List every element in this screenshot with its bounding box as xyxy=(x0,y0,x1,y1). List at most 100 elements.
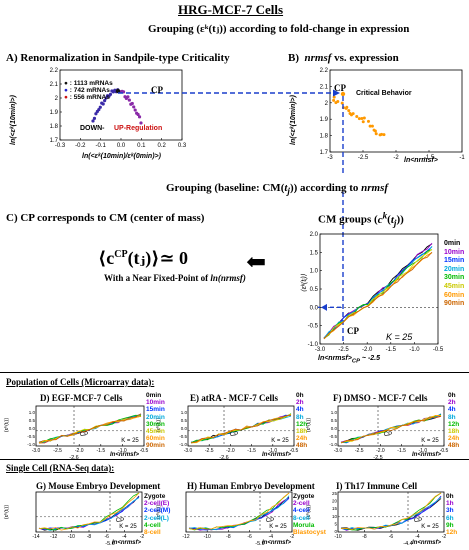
panel-a-xtick-label: 0.0 xyxy=(117,143,126,149)
panel-c-ytick-label: -0.5 xyxy=(308,324,319,330)
panel-b-data-point xyxy=(351,112,355,116)
panel-a-legend: ● : 1113 mRNAs ● : 742 mRNAs ● : 556 mRN… xyxy=(64,80,113,102)
legend-entry: 30min xyxy=(444,274,465,282)
panel-a-data-point xyxy=(136,112,140,117)
panel-b-title: B) nrmsf vs. expression xyxy=(288,52,399,64)
legend-entry: 2h xyxy=(296,399,304,407)
panel-f-xtick-label: -2.0 xyxy=(376,448,385,454)
panel-b-data-point xyxy=(366,119,370,123)
panel-d-xlabel: ln<nrmsf> xyxy=(110,452,140,458)
panel-c-zero-arrowhead xyxy=(321,303,327,311)
panel-c-k-label: K = 25 xyxy=(386,332,413,342)
panel-h-xtick-label: -8 xyxy=(226,534,231,540)
panel-c-ytick-label: -1.0 xyxy=(308,342,319,348)
panel-b-xtick-label: -1 xyxy=(459,155,465,161)
legend-entry: Zygote xyxy=(293,493,315,500)
panel-a-title: A) Renormalization in Sandpile-type Crit… xyxy=(6,52,230,64)
legend-entry: 8-cell xyxy=(293,514,310,522)
panel-f-ylabel: ⟨εᵏ(tⱼ)⟩ xyxy=(305,418,312,433)
panel-h-xtick-label: -10 xyxy=(204,534,211,540)
panel-f-legend: 0h 2h 4h 8h 12h 18h 24h 48h xyxy=(448,392,459,450)
panel-b-data-point xyxy=(340,101,344,105)
panel-h-xlabel: ln<nrmsf> xyxy=(262,540,292,546)
panel-e-k-text: K = 25 xyxy=(271,438,289,444)
legend-entry: 1h xyxy=(446,500,454,508)
panel-a-data-point xyxy=(108,92,113,96)
panel-d-xtick-label: -1.0 xyxy=(118,448,127,454)
panel-a-ytick-label: 2.1 xyxy=(50,82,59,88)
panel-i-xtick-label: -2 xyxy=(442,534,447,540)
panel-i-series-line xyxy=(340,492,442,530)
panel-b-ytick-label: 1.9 xyxy=(320,117,329,123)
panel-e-xtick-label: -0.5 xyxy=(290,448,299,454)
legend-entry: Zygote xyxy=(144,493,166,500)
panel-f-ytick-label: -0.5 xyxy=(329,434,337,439)
panel-a-ytick-label: 1.7 xyxy=(50,138,59,144)
panel-h-xtick-label: -2 xyxy=(290,534,295,540)
panel-e-xtick-label: -3.0 xyxy=(184,448,193,454)
panel-a-data-point xyxy=(91,119,95,123)
panel-a-data-point xyxy=(139,121,143,125)
panel-d-xtick-label: -2.5 xyxy=(53,448,62,454)
panel-e-series-line xyxy=(190,414,292,444)
panel-i-xtick-label: -8 xyxy=(362,534,367,540)
legend-entry: ● : 1113 mRNAs xyxy=(64,80,113,87)
panel-a-data-point xyxy=(92,116,97,120)
legend-entry: 8-cell xyxy=(144,529,161,537)
panel-b-note: Critical Behavior xyxy=(356,90,412,97)
panel-f-xtick-label: -3.0 xyxy=(334,448,343,454)
panel-f-series-line xyxy=(340,416,442,444)
panel-d-legend: 0min 10min 15min 20min 30min 45min 60min… xyxy=(146,392,165,450)
legend-entry: 12h xyxy=(446,529,458,537)
panel-b-data-point xyxy=(361,120,365,124)
panel-g-xtick-label: -8 xyxy=(87,534,92,540)
panel-c-xtick-label: -1.0 xyxy=(409,347,420,353)
legend-entry: 4h xyxy=(448,406,456,414)
legend-entry: 0min xyxy=(444,240,461,247)
panel-a-xtick-label: 0.2 xyxy=(157,143,166,149)
panel-d-ytick-label: 0.0 xyxy=(29,426,36,431)
panel-a-data-point xyxy=(137,115,142,119)
panel-d-cp-mark: -2.6 xyxy=(69,455,78,461)
panel-c-ytick-label: 0.0 xyxy=(310,305,319,311)
panel-h-cp-mark: -5.9 xyxy=(255,541,264,547)
panel-i-ylabel: ⟨εᵏ(tⱼ)⟩ xyxy=(305,505,312,520)
panel-a-data-point xyxy=(132,105,136,109)
panel-i-xlabel: ln<nrmsf> xyxy=(412,540,442,546)
legend-entry: 0h xyxy=(446,493,454,500)
panel-f-xtick-label: -0.5 xyxy=(440,448,449,454)
panel-i-title: I) Th17 Immune Cell xyxy=(336,481,418,491)
panel-d-ytick-label: -0.5 xyxy=(27,434,35,439)
panel-i-xtick-label: -6 xyxy=(389,534,394,540)
panel-h-xtick-label: -12 xyxy=(182,534,189,540)
legend-entry: 45min xyxy=(444,282,465,290)
panel-i-xtick-label: -10 xyxy=(334,534,341,540)
panel-h-frame xyxy=(185,491,293,533)
legend-entry: 8h xyxy=(448,413,456,421)
panel-b-cp-label: CP xyxy=(334,83,346,93)
panel-e-ytick-label: 1.0 xyxy=(181,410,188,415)
panel-g-xtick-label: -4 xyxy=(122,534,127,540)
panel-f-title: F) DMSO - MCF-7 Cells xyxy=(333,393,428,403)
panel-b-data-point xyxy=(368,124,372,128)
panel-b-data-point xyxy=(382,133,386,137)
section-divider xyxy=(0,372,469,373)
panel-d-title: D) EGF-MCF-7 Cells xyxy=(40,393,123,403)
panel-b-ytick-label: 2 xyxy=(325,101,329,107)
panel-d-xtick-label: -1.5 xyxy=(96,448,105,454)
panel-a-ytick-label: 1.8 xyxy=(50,124,59,130)
panel-f-cp-text: CP xyxy=(384,432,392,438)
panel-h-k-text: K = 25 xyxy=(269,524,287,530)
panel-f-ytick-label: 1.0 xyxy=(331,410,338,415)
legend-entry: 2-cell(M) xyxy=(144,507,171,515)
panel-b-ytick-label: 1.8 xyxy=(320,134,329,140)
panel-g-k-text: K = 25 xyxy=(119,524,137,530)
panel-d-xtick-label: -2.0 xyxy=(75,448,84,454)
panel-b-data-point xyxy=(347,109,351,113)
legend-entry: Blastocyst xyxy=(293,529,326,537)
legend-entry: 15min xyxy=(146,406,165,414)
panel-b-data-point xyxy=(370,124,374,128)
panel-a-xtick-label: -0.1 xyxy=(95,143,106,149)
legend-entry: 4h xyxy=(296,406,304,414)
legend-entry: 2-cell(L) xyxy=(144,514,169,522)
